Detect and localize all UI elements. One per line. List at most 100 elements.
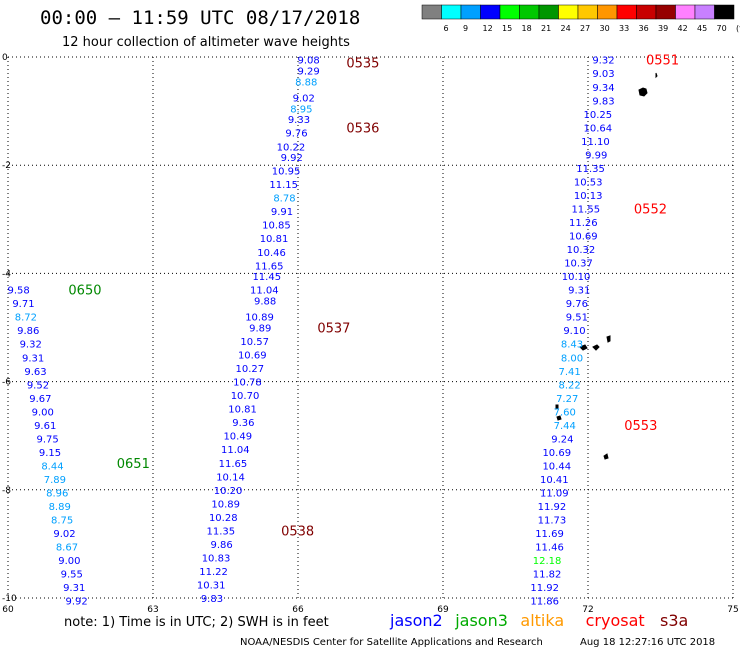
coastline-islands — [555, 72, 658, 460]
swh-label: 7.44 — [554, 421, 576, 432]
pass-time-label: 0537 — [317, 322, 350, 337]
swh-label: 9.86 — [17, 326, 39, 337]
lon-tick-label: 60 — [2, 605, 14, 615]
swh-label: 11.65 — [255, 261, 284, 272]
page-subtitle: 12 hour collection of altimeter wave hei… — [62, 35, 350, 50]
legend-cryosat: cryosat — [586, 611, 645, 630]
altimeter-tracks: 9.089.298.889.028.959.339.7610.229.9210.… — [7, 56, 614, 608]
swh-label: 8.22 — [558, 380, 580, 391]
colorbar-swatch — [597, 4, 618, 20]
swh-label: 9.76 — [285, 129, 307, 140]
pass-time-label: 0650 — [68, 284, 101, 299]
swh-label: 11.65 — [219, 459, 248, 470]
lat-tick-label: -8 — [2, 486, 11, 496]
swh-label: 8.89 — [49, 502, 71, 513]
swh-label: 8.44 — [41, 461, 63, 472]
pass-time-label: 0553 — [624, 419, 657, 434]
colorbar-swatch — [655, 4, 676, 20]
colorbar-swatch — [538, 4, 559, 20]
swh-label: 9.52 — [27, 380, 49, 391]
swh-label: 9.02 — [293, 94, 315, 105]
swh-label: 10.32 — [567, 245, 596, 256]
colorbar-swatch — [421, 4, 442, 20]
swh-label: 10.31 — [197, 580, 226, 591]
swh-label: 9.86 — [210, 540, 232, 551]
swh-label: 9.55 — [61, 570, 83, 581]
swh-label: 8.00 — [561, 353, 583, 364]
swh-label: 11.10 — [581, 137, 610, 148]
swh-label: 10.69 — [238, 351, 267, 362]
swh-label: 8.72 — [15, 313, 37, 324]
colorbar-label: 70 — [717, 24, 727, 33]
swh-label: 9.31 — [22, 353, 44, 364]
credit-text: NOAA/NESDIS Center for Satellite Applica… — [240, 637, 543, 648]
colorbar-label: 36 — [639, 24, 649, 33]
swh-label: 8.43 — [561, 340, 583, 351]
swh-label: 10.14 — [216, 472, 245, 483]
pass-time-labels: 0535 0536 0537 0538 0650 0651 0551 0552 0553 — [68, 54, 679, 540]
swh-label: 9.15 — [39, 448, 61, 459]
lat-tick-label: -4 — [2, 269, 11, 279]
swh-label: 9.31 — [63, 583, 85, 594]
swh-label: 10.28 — [209, 513, 238, 524]
lat-tick-label: -6 — [2, 378, 11, 388]
colorbar-label: 33 — [619, 24, 629, 33]
swh-label: 9.00 — [58, 556, 80, 567]
pass-time-label: 0538 — [281, 524, 314, 539]
colorbar-swatch — [519, 4, 540, 20]
swh-label: 11.86 — [530, 597, 559, 608]
swh-label: 9.63 — [24, 367, 46, 378]
swh-label: 11.73 — [538, 516, 567, 527]
swh-label: 11.92 — [538, 502, 567, 513]
swh-label: 10.70 — [231, 391, 260, 402]
lon-axis: 60 63 66 69 72 75 — [2, 605, 738, 615]
colorbar-label: 12 — [483, 24, 493, 33]
swh-label: 9.10 — [563, 326, 585, 337]
swh-label: 10.22 — [277, 142, 306, 153]
colorbar: 6 9 12 15 18 21 24 27 30 33 36 39 42 45 70 (ft) — [421, 4, 740, 33]
island-2 — [638, 87, 648, 97]
colorbar-swatch — [636, 4, 657, 20]
island-1 — [655, 72, 658, 79]
swh-label: 9.83 — [201, 594, 223, 605]
swh-label: 10.95 — [272, 167, 301, 178]
lat-axis: 0 -2 -4 -6 -8 -10 — [2, 53, 17, 604]
colorbar-swatch — [714, 4, 735, 20]
swh-label: 10.57 — [240, 337, 269, 348]
legend-jason2: jason2 — [389, 611, 443, 630]
colorbar-unit: (ft) — [736, 24, 740, 33]
swh-label: 10.41 — [540, 475, 569, 486]
swh-label: 10.44 — [542, 461, 571, 472]
swh-label: 11.22 — [199, 567, 228, 578]
timestamp-text: Aug 18 12:27:16 UTC 2018 — [580, 637, 715, 648]
swh-label: 9.75 — [36, 434, 58, 445]
swh-label: 11.35 — [576, 164, 605, 175]
colorbar-swatch — [558, 4, 579, 20]
swh-label: 9.61 — [34, 421, 56, 432]
swh-label: 11.35 — [207, 526, 236, 537]
swh-label: 9.92 — [281, 153, 303, 164]
legend-altika: altika — [520, 611, 564, 630]
swh-label: 10.64 — [584, 123, 613, 134]
swh-label: 10.46 — [257, 248, 286, 259]
colorbar-swatch — [577, 4, 598, 20]
swh-label: 11.04 — [250, 286, 279, 297]
swh-label: 8.78 — [273, 194, 295, 205]
colorbar-label: 27 — [580, 24, 590, 33]
legend-s3a: s3a — [660, 611, 688, 630]
pass-time-label: 0535 — [346, 56, 379, 71]
colorbar-swatch — [441, 4, 462, 20]
swh-label: 9.92 — [65, 597, 87, 608]
swh-label: 11.82 — [533, 570, 562, 581]
colorbar-label: 24 — [561, 24, 571, 33]
swh-label: 11.92 — [530, 583, 559, 594]
swh-label: 10.10 — [562, 272, 591, 283]
swh-label: 9.33 — [288, 115, 310, 126]
colorbar-label: 45 — [697, 24, 707, 33]
colorbar-swatch — [499, 4, 520, 20]
swh-label: 9.00 — [32, 407, 54, 418]
lon-tick-label: 75 — [727, 605, 738, 615]
colorbar-label: 30 — [600, 24, 610, 33]
colorbar-swatch — [616, 4, 637, 20]
